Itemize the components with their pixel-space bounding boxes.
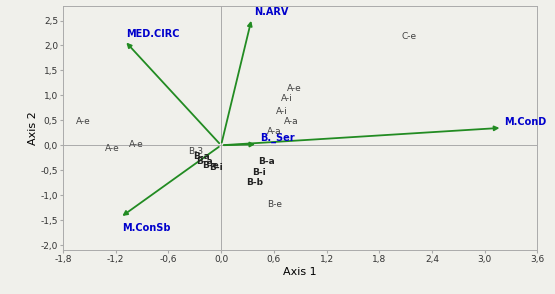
Text: A-e: A-e bbox=[129, 140, 144, 149]
Text: A-i: A-i bbox=[276, 107, 287, 116]
Text: B-a: B-a bbox=[193, 152, 210, 161]
Y-axis label: Axis 2: Axis 2 bbox=[28, 111, 38, 145]
Text: M.ConSb: M.ConSb bbox=[122, 223, 170, 233]
X-axis label: Axis 1: Axis 1 bbox=[284, 267, 317, 277]
Text: B-i: B-i bbox=[209, 163, 223, 172]
Text: C-e: C-e bbox=[401, 32, 416, 41]
Text: B-a: B-a bbox=[196, 157, 213, 166]
Text: A-a: A-a bbox=[267, 127, 281, 136]
Text: B._Ser: B._Ser bbox=[260, 133, 294, 143]
Text: A-e: A-e bbox=[287, 84, 302, 93]
Text: MED.CIRC: MED.CIRC bbox=[126, 29, 180, 39]
Text: N.ARV: N.ARV bbox=[255, 7, 289, 17]
Text: B-3: B-3 bbox=[188, 147, 203, 156]
Text: A-e: A-e bbox=[76, 117, 91, 126]
Text: B-b: B-b bbox=[246, 178, 263, 187]
Text: A-i: A-i bbox=[281, 94, 292, 103]
Text: A-a: A-a bbox=[284, 117, 299, 126]
Text: A-e: A-e bbox=[105, 144, 120, 153]
Text: B-e: B-e bbox=[202, 161, 219, 170]
Text: B-i: B-i bbox=[252, 168, 266, 177]
Text: B-e: B-e bbox=[267, 200, 282, 209]
Text: M.ConD: M.ConD bbox=[504, 117, 546, 127]
Text: B-a: B-a bbox=[258, 157, 275, 166]
